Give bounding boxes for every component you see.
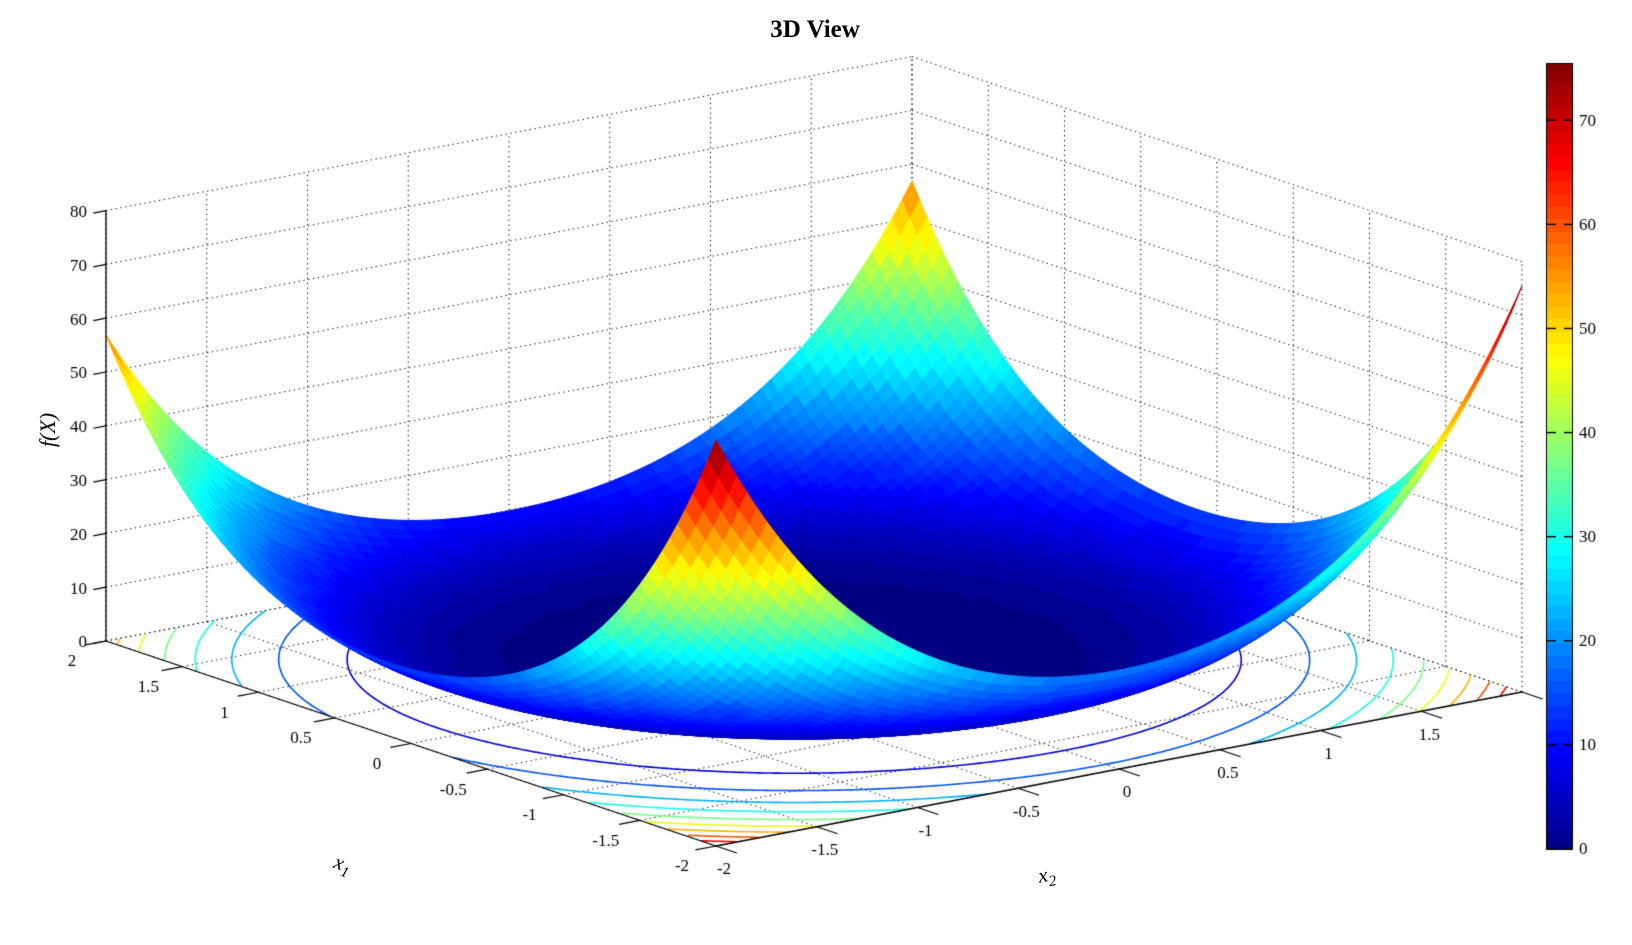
z-axis-label: f(X) xyxy=(35,412,60,448)
chart-title: 3D View xyxy=(770,16,860,43)
